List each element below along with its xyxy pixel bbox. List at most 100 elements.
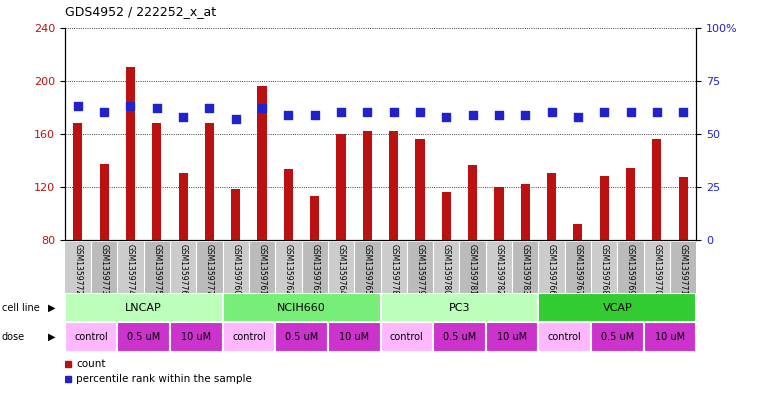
Point bbox=[677, 109, 689, 116]
Bar bbox=[196, 242, 222, 293]
Bar bbox=[539, 322, 591, 352]
Bar bbox=[591, 322, 644, 352]
Bar bbox=[301, 242, 328, 293]
Bar bbox=[336, 134, 345, 240]
Text: GSM1359761: GSM1359761 bbox=[257, 244, 266, 296]
Bar bbox=[144, 242, 170, 293]
Bar bbox=[117, 322, 170, 352]
Bar bbox=[626, 168, 635, 240]
Text: GSM1359764: GSM1359764 bbox=[336, 244, 345, 296]
Bar bbox=[441, 192, 451, 240]
Text: GSM1359763: GSM1359763 bbox=[310, 244, 319, 296]
Bar bbox=[328, 322, 380, 352]
Bar bbox=[231, 189, 240, 240]
Bar bbox=[223, 322, 275, 352]
Point bbox=[72, 103, 84, 109]
Bar bbox=[679, 177, 688, 240]
Point bbox=[361, 109, 374, 116]
Bar bbox=[460, 242, 486, 293]
Bar bbox=[380, 242, 407, 293]
Point bbox=[519, 111, 531, 118]
Text: 0.5 uM: 0.5 uM bbox=[127, 332, 161, 342]
Text: GSM1359768: GSM1359768 bbox=[600, 244, 609, 296]
Text: GSM1359769: GSM1359769 bbox=[626, 244, 635, 296]
Bar bbox=[565, 242, 591, 293]
Text: ▶: ▶ bbox=[48, 332, 56, 342]
Point bbox=[98, 109, 110, 116]
Point bbox=[282, 111, 295, 118]
Bar bbox=[433, 322, 486, 352]
Point bbox=[230, 116, 242, 122]
Text: GSM1359776: GSM1359776 bbox=[179, 244, 188, 296]
Bar bbox=[521, 184, 530, 240]
Text: GSM1359762: GSM1359762 bbox=[284, 244, 293, 296]
Text: count: count bbox=[76, 358, 106, 369]
Bar bbox=[389, 131, 398, 240]
Bar bbox=[416, 139, 425, 240]
Bar bbox=[407, 242, 433, 293]
Bar bbox=[600, 176, 609, 240]
Bar bbox=[284, 169, 293, 240]
Bar bbox=[152, 123, 161, 240]
Text: GSM1359778: GSM1359778 bbox=[389, 244, 398, 296]
Text: GSM1359777: GSM1359777 bbox=[205, 244, 214, 296]
Text: GSM1359760: GSM1359760 bbox=[231, 244, 240, 296]
Point bbox=[203, 105, 215, 111]
Bar bbox=[486, 322, 539, 352]
Bar bbox=[433, 242, 460, 293]
Bar bbox=[670, 242, 696, 293]
Text: GSM1359770: GSM1359770 bbox=[652, 244, 661, 296]
Text: VCAP: VCAP bbox=[603, 303, 632, 312]
Bar bbox=[170, 322, 223, 352]
Point bbox=[151, 105, 163, 111]
Text: ▶: ▶ bbox=[48, 303, 56, 312]
Bar bbox=[117, 242, 144, 293]
Bar bbox=[310, 196, 320, 240]
Bar bbox=[205, 123, 214, 240]
Text: NCIH660: NCIH660 bbox=[277, 303, 326, 312]
Text: 0.5 uM: 0.5 uM bbox=[443, 332, 476, 342]
Text: 10 uM: 10 uM bbox=[339, 332, 369, 342]
Bar bbox=[275, 242, 301, 293]
Bar bbox=[486, 242, 512, 293]
Point bbox=[387, 109, 400, 116]
Point bbox=[335, 109, 347, 116]
Bar bbox=[223, 242, 249, 293]
Bar bbox=[223, 293, 380, 322]
Bar bbox=[354, 242, 380, 293]
Bar bbox=[617, 242, 644, 293]
Bar bbox=[65, 322, 117, 352]
Bar bbox=[275, 322, 328, 352]
Text: GSM1359783: GSM1359783 bbox=[521, 244, 530, 296]
Bar bbox=[179, 173, 188, 240]
Bar bbox=[363, 131, 372, 240]
Bar bbox=[380, 293, 539, 322]
Text: 0.5 uM: 0.5 uM bbox=[285, 332, 318, 342]
Text: 10 uM: 10 uM bbox=[655, 332, 685, 342]
Point bbox=[177, 114, 189, 120]
Bar bbox=[547, 173, 556, 240]
Point bbox=[625, 109, 637, 116]
Bar bbox=[644, 322, 696, 352]
Bar bbox=[539, 242, 565, 293]
Text: GDS4952 / 222252_x_at: GDS4952 / 222252_x_at bbox=[65, 5, 216, 18]
Bar bbox=[652, 139, 661, 240]
Bar bbox=[249, 242, 275, 293]
Text: GSM1359766: GSM1359766 bbox=[547, 244, 556, 296]
Point bbox=[414, 109, 426, 116]
Point bbox=[598, 109, 610, 116]
Bar bbox=[539, 293, 696, 322]
Point bbox=[546, 109, 558, 116]
Text: 10 uM: 10 uM bbox=[181, 332, 212, 342]
Text: control: control bbox=[390, 332, 424, 342]
Text: 10 uM: 10 uM bbox=[497, 332, 527, 342]
Text: cell line: cell line bbox=[2, 303, 40, 312]
Bar bbox=[65, 242, 91, 293]
Text: GSM1359772: GSM1359772 bbox=[73, 244, 82, 296]
Text: GSM1359773: GSM1359773 bbox=[100, 244, 109, 296]
Bar bbox=[91, 242, 117, 293]
Text: control: control bbox=[232, 332, 266, 342]
Text: control: control bbox=[548, 332, 581, 342]
Bar bbox=[328, 242, 354, 293]
Bar bbox=[170, 242, 196, 293]
